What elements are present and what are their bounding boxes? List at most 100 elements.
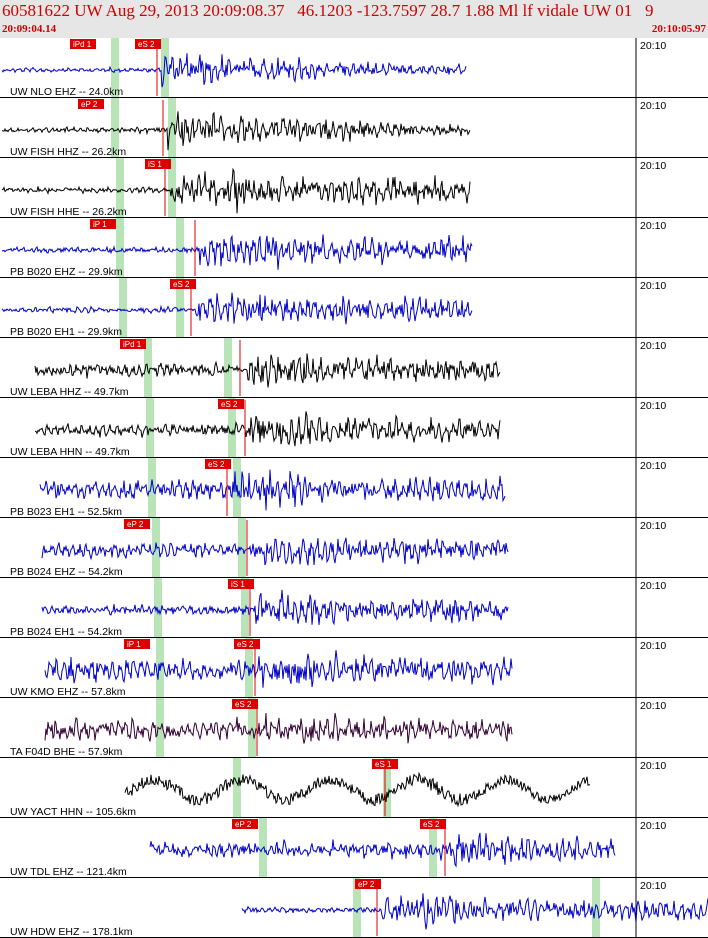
trace-panel: iPd 1 eS 2 20:10 UW NLO EHZ -- 24.0km eP 2 20… [0, 38, 708, 938]
trace-row: eS 2 20:10 PB B020 EH1 -- 29.9km [0, 278, 708, 338]
phase-pick-flag[interactable] [124, 639, 150, 649]
waveform-trace [1, 292, 473, 325]
header-bar: 60581622 UW Aug 29, 2013 20:09:08.37 46.… [0, 0, 708, 38]
phase-pick-flag[interactable] [145, 159, 171, 169]
phase-pick-label: eS 2 [423, 820, 440, 829]
phase-pick-label: eS 1 [375, 760, 392, 769]
phase-pick-flag[interactable] [218, 399, 244, 409]
station-label: PB B020 EHZ -- 29.9km [10, 266, 123, 278]
phase-marker-band [238, 518, 246, 578]
phase-marker-band [116, 158, 124, 218]
phase-pick-flag[interactable] [232, 699, 258, 709]
station-label: UW LEBA HHN -- 49.7km [10, 446, 130, 458]
phase-pick-label: eS 2 [237, 640, 254, 649]
station-label: UW KMO EHZ -- 57.8km [10, 686, 126, 698]
phase-pick-flag[interactable] [232, 819, 258, 829]
phase-pick-flag[interactable] [120, 339, 146, 349]
station-label: PB B024 EHZ -- 54.2km [10, 566, 123, 578]
waveform-trace [41, 589, 509, 626]
trace-time: 20:10 [640, 280, 666, 292]
waveform-trace [44, 712, 513, 744]
phase-pick-label: iPd 1 [73, 40, 92, 49]
phase-marker-band [245, 638, 253, 698]
trace-time: 20:10 [640, 340, 666, 352]
phase-marker-band [224, 338, 232, 398]
station-label: UW NLO EHZ -- 24.0km [10, 86, 123, 98]
phase-pick-label: iS 1 [148, 160, 162, 169]
phase-marker-band [592, 878, 600, 938]
trace-row: iPd 1 eS 2 20:10 UW NLO EHZ -- 24.0km [0, 38, 708, 98]
station-label: PB B020 EH1 -- 29.9km [10, 326, 122, 338]
phase-pick-flag[interactable] [70, 39, 96, 49]
station-label: UW TDL EHZ -- 121.4km [10, 866, 127, 878]
station-label: UW YACT HHN -- 105.6km [10, 806, 136, 818]
waveform-trace [35, 411, 501, 447]
trace-time: 20:10 [640, 640, 666, 652]
phase-marker-band [168, 98, 176, 158]
station-label: PB B023 EH1 -- 52.5km [10, 506, 122, 518]
trace-time: 20:10 [640, 100, 666, 112]
trace-row: eS 2 20:10 UW LEBA HHN -- 49.7km [0, 398, 708, 458]
trace-time: 20:10 [640, 160, 666, 172]
trace-row: iP 1 20:10 PB B020 EHZ -- 29.9km [0, 218, 708, 278]
trace-time: 20:10 [640, 820, 666, 832]
phase-marker-band [241, 578, 249, 638]
trace-row: eS 2 20:10 TA F04D BHE -- 57.9km [0, 698, 708, 758]
phase-marker-band [111, 98, 119, 158]
phase-pick-label: iS 1 [231, 580, 245, 589]
trace-row: iPd 1 20:10 UW LEBA HHZ -- 49.7km [0, 338, 708, 398]
waveform-trace [1, 234, 473, 270]
phase-pick-flag[interactable] [205, 459, 231, 469]
phase-pick-flag[interactable] [135, 39, 161, 49]
phase-marker-band [429, 818, 437, 878]
phase-pick-flag[interactable] [420, 819, 446, 829]
waveform-trace [44, 650, 513, 688]
trace-time: 20:10 [640, 40, 666, 52]
event-title: 60581622 UW Aug 29, 2013 20:09:08.37 46.… [2, 1, 654, 20]
trace-row: eP 2 20:10 UW HDW EHZ -- 178.1km [0, 878, 708, 938]
waveform-trace [39, 469, 506, 511]
waveform-trace [241, 893, 708, 930]
trace-row: eP 2 20:10 UW FISH HHZ -- 26.2km [0, 98, 708, 158]
phase-pick-label: eS 2 [208, 460, 225, 469]
phase-pick-flag[interactable] [355, 879, 381, 889]
phase-pick-label: eS 2 [138, 40, 155, 49]
phase-marker-band [156, 698, 164, 758]
phase-pick-flag[interactable] [78, 99, 104, 109]
station-label: TA F04D BHE -- 57.9km [10, 746, 123, 758]
phase-marker-band [148, 458, 156, 518]
phase-pick-flag[interactable] [228, 579, 254, 589]
waveform-trace [124, 771, 590, 808]
phase-marker-band [154, 578, 162, 638]
trace-row: eS 2 20:10 PB B023 EH1 -- 52.5km [0, 458, 708, 518]
station-label: UW FISH HHE -- 26.2km [10, 206, 127, 218]
trace-row: iP 1 eS 2 20:10 UW KMO EHZ -- 57.8km [0, 638, 708, 698]
trace-row: eP 2 20:10 PB B024 EHZ -- 54.2km [0, 518, 708, 578]
trace-time: 20:10 [640, 580, 666, 592]
phase-pick-label: iP 1 [127, 640, 141, 649]
phase-pick-flag[interactable] [234, 639, 260, 649]
phase-pick-flag[interactable] [90, 219, 116, 229]
phase-marker-band [176, 278, 184, 338]
waveform-trace [41, 537, 509, 566]
phase-marker-band [228, 398, 236, 458]
phase-pick-flag[interactable] [170, 279, 196, 289]
phase-pick-label: iP 1 [93, 220, 107, 229]
trace-row: iS 1 20:10 UW FISH HHE -- 26.2km [0, 158, 708, 218]
phase-pick-label: eP 2 [127, 520, 144, 529]
phase-marker-band [383, 758, 391, 818]
phase-pick-label: eS 2 [221, 400, 238, 409]
waveform-trace [1, 167, 471, 214]
phase-pick-label: iPd 1 [123, 340, 142, 349]
trace-time: 20:10 [640, 520, 666, 532]
phase-marker-band [119, 278, 127, 338]
phase-pick-label: eP 2 [81, 100, 98, 109]
waveform-trace [149, 832, 616, 868]
end-time: 20:10:05.97 [651, 23, 706, 35]
phase-pick-flag[interactable] [124, 519, 150, 529]
station-label: UW HDW EHZ -- 178.1km [10, 926, 133, 938]
station-label: UW FISH HHZ -- 26.2km [10, 146, 126, 158]
phase-pick-flag[interactable] [372, 759, 398, 769]
phase-marker-band [161, 38, 169, 98]
